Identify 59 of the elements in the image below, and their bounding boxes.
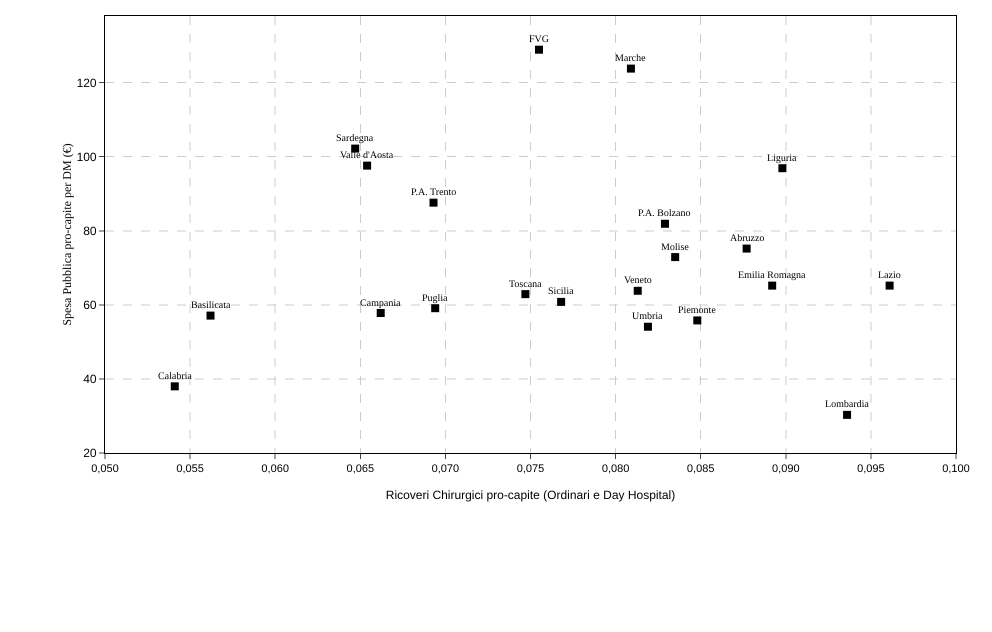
point bbox=[768, 282, 776, 290]
x-tick-label: 0,095 bbox=[857, 463, 885, 476]
point bbox=[671, 253, 680, 262]
annotation: Abruzzo bbox=[730, 233, 764, 244]
annotation: Calabria bbox=[158, 371, 192, 382]
annotation: Sicilia bbox=[548, 286, 574, 297]
x-axis-title: Ricoveri Chirurgici pro-capite (Ordinari e Day Hospital) bbox=[386, 488, 676, 502]
point bbox=[429, 198, 438, 207]
annotation: Basilicata bbox=[191, 300, 231, 311]
annotation: Marche bbox=[615, 53, 646, 64]
annotation: Emilia Romagna bbox=[738, 270, 806, 281]
point bbox=[206, 312, 215, 320]
y-tick-label: 80 bbox=[83, 224, 97, 238]
point bbox=[693, 316, 702, 324]
point bbox=[431, 304, 440, 312]
annotation: Toscana bbox=[509, 279, 542, 290]
annotation: Umbria bbox=[632, 311, 664, 322]
x-tick-label: 0,055 bbox=[176, 463, 204, 476]
annotation: FVG bbox=[529, 34, 550, 45]
annotation: Lazio bbox=[878, 270, 901, 281]
x-tick-label: 0,075 bbox=[516, 463, 544, 476]
annotation: Piemonte bbox=[678, 305, 716, 316]
x-tick-label: 0,085 bbox=[686, 463, 714, 476]
point bbox=[170, 382, 179, 390]
point bbox=[521, 290, 530, 298]
point bbox=[535, 46, 544, 54]
point bbox=[660, 220, 669, 228]
x-tick-label: 0,070 bbox=[432, 463, 460, 476]
x-tick-label: 0,100 bbox=[942, 463, 970, 476]
annotation: Molise bbox=[661, 242, 690, 253]
x-tick-label: 0,090 bbox=[772, 463, 800, 476]
x-tick-label: 0,060 bbox=[261, 463, 289, 476]
annotation: Veneto bbox=[624, 275, 652, 286]
point bbox=[742, 244, 751, 253]
point bbox=[634, 286, 642, 295]
point bbox=[778, 164, 786, 172]
y-tick-label: 100 bbox=[76, 150, 97, 164]
y-tick-label: 20 bbox=[83, 446, 97, 460]
point bbox=[626, 64, 635, 73]
annotation: P.A. Bolzano bbox=[638, 208, 690, 219]
annotation: Liguria bbox=[767, 153, 797, 164]
y-tick-label: 60 bbox=[83, 298, 97, 312]
x-tick-label: 0,080 bbox=[602, 463, 630, 476]
y-tick-label: 120 bbox=[76, 76, 97, 90]
annotation: P.A. Trento bbox=[411, 187, 456, 198]
point bbox=[886, 282, 894, 290]
annotation: Lombardia bbox=[825, 399, 870, 410]
point bbox=[376, 309, 385, 318]
annotation: Sardegna bbox=[336, 133, 374, 144]
annotation: Campania bbox=[360, 298, 402, 309]
point bbox=[557, 298, 566, 306]
point bbox=[363, 162, 372, 170]
annotation: Puglia bbox=[422, 293, 448, 304]
x-tick-label: 0,050 bbox=[91, 463, 119, 476]
x-tick-label: 0,065 bbox=[346, 463, 374, 476]
y-tick-label: 40 bbox=[83, 372, 97, 386]
point bbox=[644, 322, 652, 331]
point bbox=[843, 410, 852, 419]
y-axis-title: Spesa Pubblica pro-capite per DM (€) bbox=[60, 143, 74, 326]
